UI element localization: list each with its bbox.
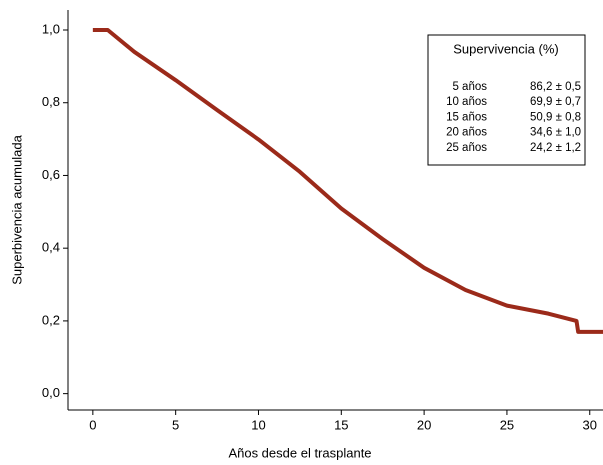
annotation-label: 5 años (452, 81, 487, 93)
x-axis-title: Años desde el trasplante (228, 445, 371, 460)
x-tick-label: 30 (583, 417, 597, 432)
annotation-value: 69,9 ± 0,7 (530, 96, 581, 108)
y-tick-label: 0,2 (42, 312, 60, 327)
y-tick-label: 0,6 (42, 167, 60, 182)
x-tick-label: 15 (334, 417, 348, 432)
annotation-value: 50,9 ± 0,8 (530, 111, 581, 123)
annotation-label: 20 años (446, 127, 487, 139)
annotation-box (427, 34, 586, 166)
annotation-value: 34,6 ± 1,0 (530, 127, 581, 139)
annotation-value: 86,2 ± 0,5 (530, 81, 581, 93)
y-tick-label: 1,0 (42, 21, 60, 36)
x-tick-label: 25 (500, 417, 514, 432)
y-tick-label: 0,0 (42, 385, 60, 400)
annotation-label: 25 años (446, 142, 487, 154)
x-tick-label: 0 (89, 417, 96, 432)
annotation-label: 10 años (446, 96, 487, 108)
survival-curve (92, 28, 603, 334)
annotation-title: Supervivencia (%) (453, 41, 559, 56)
x-tick-label: 10 (251, 417, 265, 432)
annotation-label: 15 años (446, 111, 487, 123)
y-tick-label: 0,8 (42, 94, 60, 109)
y-tick-label: 0,4 (42, 240, 60, 255)
x-tick-label: 20 (417, 417, 431, 432)
y-axis-title: Superbivencia acumulada (9, 134, 24, 284)
annotation-value: 24,2 ± 1,2 (530, 142, 581, 154)
x-tick-label: 5 (172, 417, 179, 432)
